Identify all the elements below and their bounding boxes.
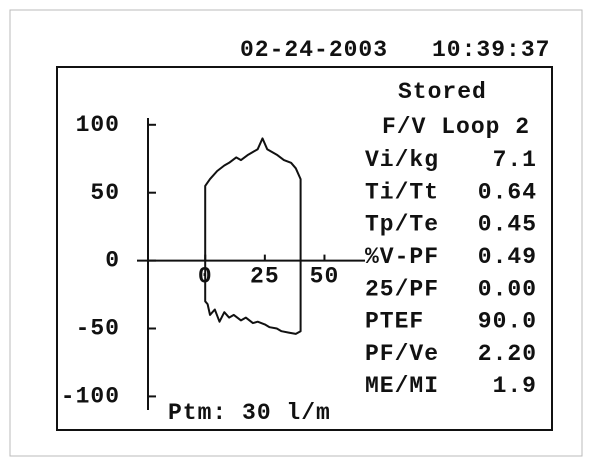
date: 02-24-2003 [240,37,388,63]
y-tick-label: -100 [61,383,120,409]
ptm: Ptm: 30 l/m [168,400,331,426]
param-value: 2.20 [478,341,537,367]
y-tick-label: 0 [105,248,120,274]
param-label: Tp/Te [365,212,439,238]
param-label: Vi/kg [365,147,439,173]
y-tick-label: 100 [76,112,120,138]
y-tick-label: 50 [90,180,120,206]
param-label: 25/PF [365,276,439,302]
panel-title: F/V Loop 2 [382,114,530,140]
param-label: ME/MI [365,373,439,399]
param-value: 7.1 [493,147,537,173]
param-value: 0.45 [478,212,537,238]
outer-frame [9,9,583,457]
param-value: 0.00 [478,276,537,302]
param-label: PTEF [365,309,424,335]
param-value: 90.0 [478,309,537,335]
status: Stored [398,79,487,105]
param-label: %V-PF [365,244,439,270]
x-tick-label: 25 [250,264,280,290]
param-value: 0.64 [478,179,537,205]
flow-volume-loop [204,137,302,335]
y-tick-label: -50 [76,316,120,342]
screen-frame [56,66,553,431]
x-tick-label: 50 [310,264,340,290]
param-value: 1.9 [493,373,537,399]
param-label: Ti/Tt [365,179,439,205]
param-value: 0.49 [478,244,537,270]
time: 10:39:37 [432,37,550,63]
param-label: PF/Ve [365,341,439,367]
